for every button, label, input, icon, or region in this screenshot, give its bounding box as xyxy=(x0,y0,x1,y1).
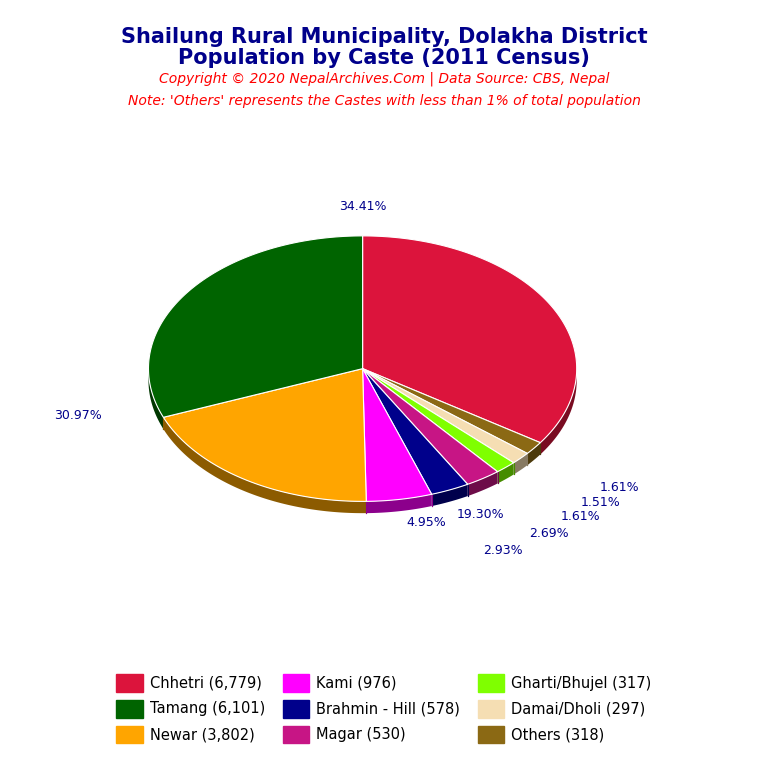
Polygon shape xyxy=(362,369,432,502)
Text: Copyright © 2020 NepalArchives.Com | Data Source: CBS, Nepal: Copyright © 2020 NepalArchives.Com | Dat… xyxy=(159,71,609,86)
Polygon shape xyxy=(362,369,498,485)
Text: 1.51%: 1.51% xyxy=(581,496,621,509)
Text: 30.97%: 30.97% xyxy=(54,409,101,422)
Polygon shape xyxy=(164,369,366,502)
Polygon shape xyxy=(362,236,577,442)
Text: 1.61%: 1.61% xyxy=(560,510,600,523)
Polygon shape xyxy=(148,369,164,429)
Polygon shape xyxy=(541,369,577,455)
Legend: Chhetri (6,779), Tamang (6,101), Newar (3,802), Kami (976), Brahmin - Hill (578): Chhetri (6,779), Tamang (6,101), Newar (… xyxy=(111,668,657,750)
Polygon shape xyxy=(498,463,514,484)
Polygon shape xyxy=(468,472,498,496)
Text: 1.61%: 1.61% xyxy=(599,482,639,495)
Polygon shape xyxy=(514,453,528,475)
Polygon shape xyxy=(366,495,432,513)
Text: 4.95%: 4.95% xyxy=(406,516,445,529)
Text: Shailung Rural Municipality, Dolakha District: Shailung Rural Municipality, Dolakha Dis… xyxy=(121,27,647,47)
Polygon shape xyxy=(148,236,362,417)
Text: 2.69%: 2.69% xyxy=(529,527,568,540)
Polygon shape xyxy=(164,417,366,513)
Text: 19.30%: 19.30% xyxy=(456,508,504,521)
Polygon shape xyxy=(432,485,468,506)
Polygon shape xyxy=(362,369,468,495)
Text: 2.93%: 2.93% xyxy=(483,544,523,557)
Polygon shape xyxy=(528,442,541,465)
Polygon shape xyxy=(362,369,541,453)
Text: Note: 'Others' represents the Castes with less than 1% of total population: Note: 'Others' represents the Castes wit… xyxy=(127,94,641,108)
Text: Population by Caste (2011 Census): Population by Caste (2011 Census) xyxy=(178,48,590,68)
Text: 34.41%: 34.41% xyxy=(339,200,386,214)
Polygon shape xyxy=(362,369,528,463)
Polygon shape xyxy=(362,369,514,472)
